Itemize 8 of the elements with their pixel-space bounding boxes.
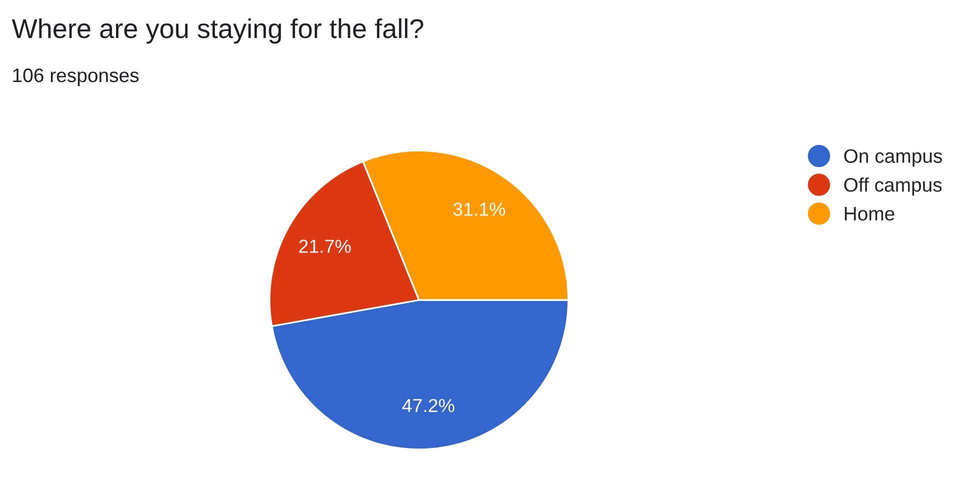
data-label: 31.1%	[453, 202, 506, 216]
legend-label: Off campus	[844, 178, 942, 196]
text: 106 responses	[13, 68, 139, 86]
legend-label: On campus	[844, 149, 942, 167]
data-label: 47.2%	[402, 398, 454, 412]
data-label: 21.7%	[299, 240, 351, 253]
chart-title: Where are you staying for the fall?	[12, 18, 424, 44]
legend-label: Home	[844, 207, 894, 221]
